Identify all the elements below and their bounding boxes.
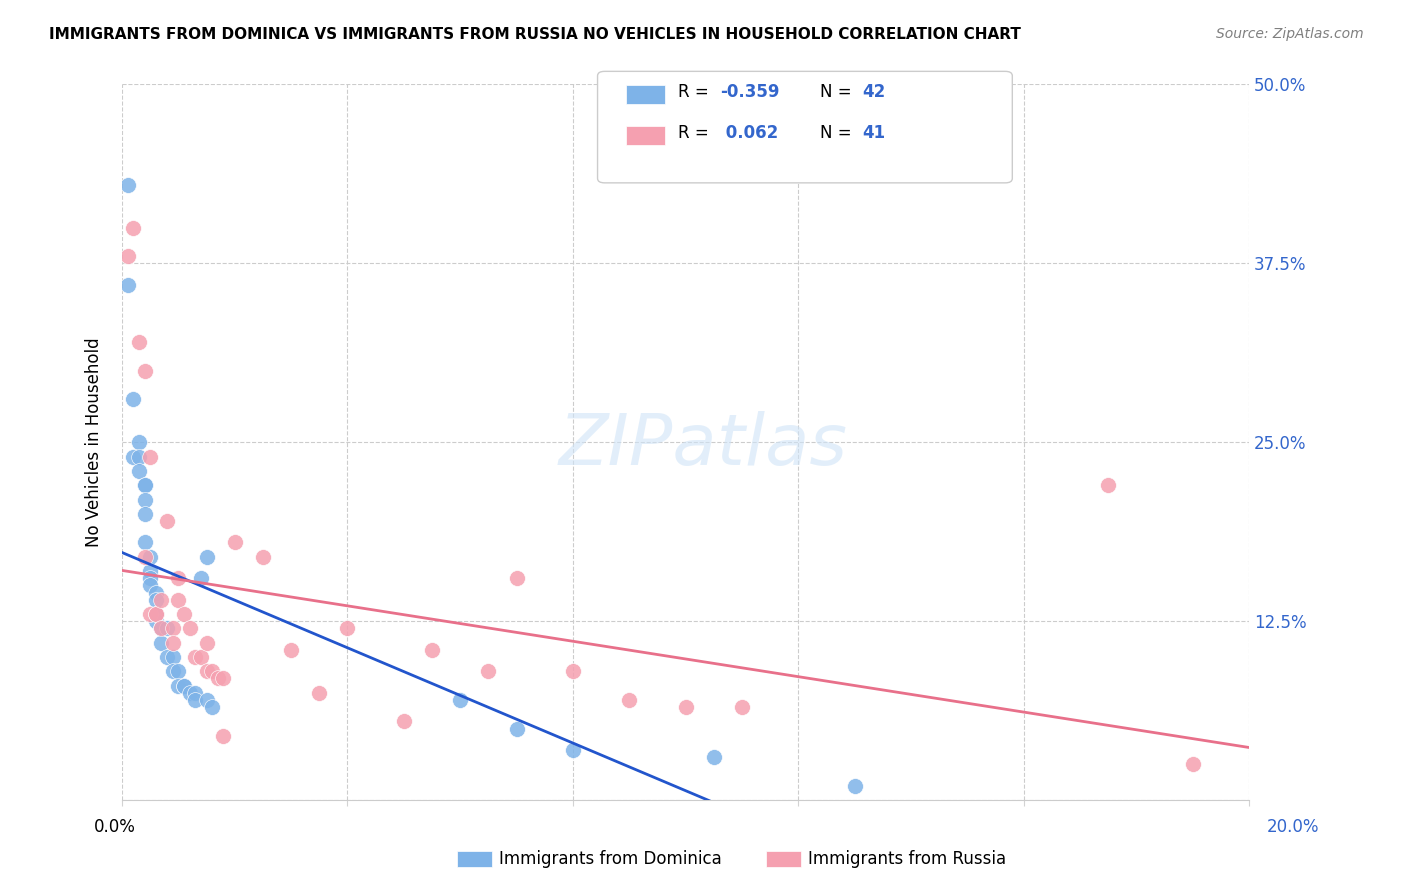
Point [134, 507, 156, 521]
Text: N =: N = [820, 83, 856, 101]
Point [173, 679, 195, 693]
Text: Source: ZipAtlas.com: Source: ZipAtlas.com [1216, 27, 1364, 41]
Text: R =: R = [678, 124, 714, 142]
Point [150, 621, 173, 635]
Point [139, 571, 162, 585]
Point [145, 614, 167, 628]
Point [201, 700, 224, 714]
Point [252, 549, 274, 564]
Point [392, 714, 415, 729]
Point [128, 464, 150, 478]
Point [134, 364, 156, 378]
Text: IMMIGRANTS FROM DOMINICA VS IMMIGRANTS FROM RUSSIA NO VEHICLES IN HOUSEHOLD CORR: IMMIGRANTS FROM DOMINICA VS IMMIGRANTS F… [49, 27, 1021, 42]
Text: Immigrants from Russia: Immigrants from Russia [808, 850, 1007, 868]
Point [179, 686, 201, 700]
Text: 41: 41 [862, 124, 884, 142]
Point [167, 665, 190, 679]
Text: ZIPatlas: ZIPatlas [558, 411, 848, 481]
Point [731, 700, 754, 714]
Point [145, 607, 167, 621]
Point [619, 693, 641, 707]
Point [134, 478, 156, 492]
Point [173, 607, 195, 621]
Y-axis label: No Vehicles in Household: No Vehicles in Household [86, 337, 103, 547]
Point [195, 635, 218, 649]
Text: R =: R = [678, 83, 714, 101]
Point [162, 621, 184, 635]
Point [139, 549, 162, 564]
Point [184, 649, 207, 664]
Point [505, 571, 527, 585]
Point [167, 592, 190, 607]
Text: -0.359: -0.359 [720, 83, 779, 101]
Point [117, 277, 139, 292]
Point [195, 549, 218, 564]
Point [336, 621, 359, 635]
Point [145, 592, 167, 607]
Point [195, 693, 218, 707]
Point [117, 178, 139, 192]
Point [224, 535, 246, 549]
Point [139, 564, 162, 578]
Point [477, 665, 499, 679]
Point [184, 693, 207, 707]
Point [139, 450, 162, 464]
Point [162, 649, 184, 664]
Point [150, 621, 173, 635]
Point [179, 621, 201, 635]
Text: 0.062: 0.062 [720, 124, 778, 142]
Point [156, 621, 179, 635]
Point [150, 635, 173, 649]
Point [150, 592, 173, 607]
Point [122, 450, 145, 464]
Point [134, 535, 156, 549]
Point [167, 571, 190, 585]
Point [139, 578, 162, 592]
Point [190, 649, 212, 664]
Point [156, 514, 179, 528]
Point [212, 729, 235, 743]
Text: 42: 42 [862, 83, 886, 101]
Point [207, 672, 229, 686]
Point [561, 665, 583, 679]
Point [167, 679, 190, 693]
Point [201, 665, 224, 679]
Point [122, 220, 145, 235]
Point [134, 549, 156, 564]
Point [675, 700, 697, 714]
Point [1181, 757, 1204, 772]
Point [190, 571, 212, 585]
Point [139, 607, 162, 621]
Text: N =: N = [820, 124, 856, 142]
Text: 0.0%: 0.0% [94, 818, 136, 836]
Text: 20.0%: 20.0% [1267, 818, 1319, 836]
Point [173, 679, 195, 693]
Point [128, 450, 150, 464]
Point [212, 672, 235, 686]
Point [145, 607, 167, 621]
Point [145, 607, 167, 621]
Point [134, 478, 156, 492]
Point [308, 686, 330, 700]
Point [162, 665, 184, 679]
Point [162, 635, 184, 649]
Point [156, 649, 179, 664]
Point [128, 334, 150, 349]
Point [134, 492, 156, 507]
Point [145, 585, 167, 599]
Point [703, 750, 725, 764]
Point [420, 642, 443, 657]
Point [561, 743, 583, 757]
Point [184, 686, 207, 700]
Point [117, 249, 139, 263]
Point [128, 435, 150, 450]
Point [122, 392, 145, 407]
Point [844, 779, 866, 793]
Point [1097, 478, 1119, 492]
Point [195, 665, 218, 679]
Point [505, 722, 527, 736]
Text: Immigrants from Dominica: Immigrants from Dominica [499, 850, 721, 868]
Point [449, 693, 471, 707]
Point [280, 642, 302, 657]
